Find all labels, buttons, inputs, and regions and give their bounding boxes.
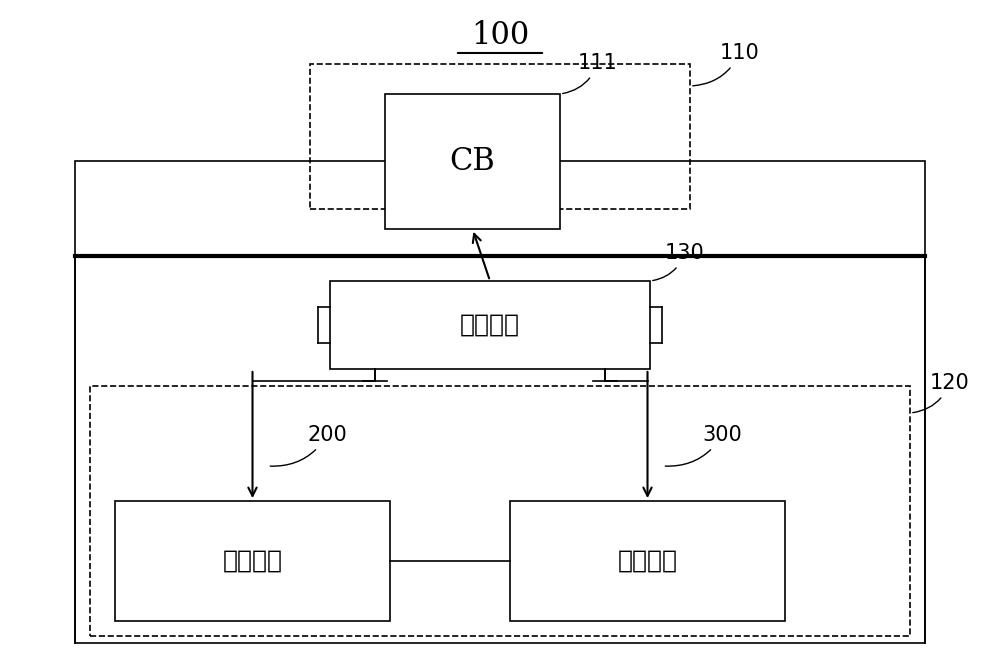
Text: 谐振单元: 谐振单元: [618, 549, 678, 573]
Text: 110: 110: [693, 43, 760, 86]
FancyBboxPatch shape: [385, 94, 560, 229]
Text: 111: 111: [563, 53, 618, 93]
FancyBboxPatch shape: [330, 281, 650, 369]
Text: 120: 120: [913, 373, 970, 413]
Text: 300: 300: [665, 425, 742, 466]
Text: 控制单元: 控制单元: [460, 313, 520, 337]
Text: CB: CB: [450, 146, 495, 177]
Text: 130: 130: [653, 243, 705, 280]
FancyBboxPatch shape: [115, 501, 390, 621]
FancyBboxPatch shape: [510, 501, 785, 621]
Text: 100: 100: [471, 21, 529, 52]
Text: 200: 200: [270, 425, 347, 466]
Text: 激励单元: 激励单元: [222, 549, 283, 573]
